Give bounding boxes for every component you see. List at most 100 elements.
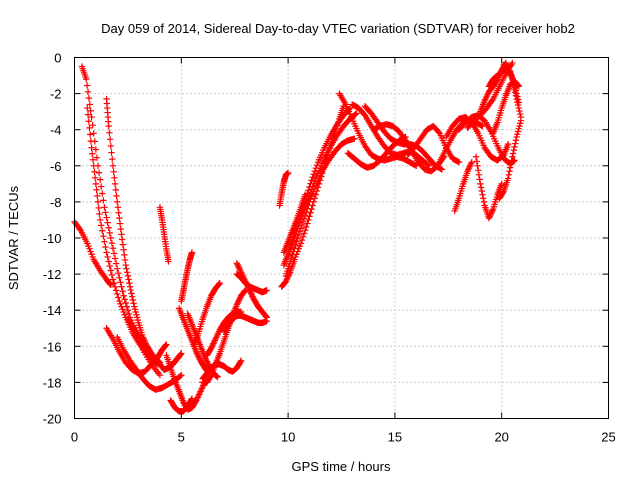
data-point-marker <box>119 236 126 243</box>
data-point-marker <box>195 354 203 361</box>
data-point-marker <box>207 373 214 380</box>
data-point-marker <box>130 300 137 307</box>
data-point-marker <box>212 372 220 379</box>
data-point-marker <box>193 350 201 357</box>
data-point-marker <box>234 261 241 268</box>
data-point-marker <box>514 98 521 106</box>
data-point-marker <box>86 131 94 138</box>
data-point-marker <box>237 358 244 366</box>
data-point-marker <box>487 210 495 217</box>
data-point-marker <box>290 237 297 244</box>
data-point-marker <box>113 192 120 200</box>
data-point-marker <box>215 329 222 337</box>
data-point-marker <box>236 295 243 302</box>
data-point-marker <box>438 166 446 173</box>
data-point-marker <box>89 156 97 163</box>
data-point-marker <box>237 267 244 274</box>
data-point-marker <box>188 395 196 402</box>
data-point-marker <box>488 97 496 104</box>
x-tick-label: 0 <box>71 430 78 445</box>
data-point-marker <box>247 290 255 297</box>
y-tick-label: 0 <box>54 51 61 66</box>
y-axis-label: SDTVAR / TECUs <box>6 185 21 290</box>
data-point-marker <box>482 94 490 102</box>
data-point-marker <box>101 204 108 211</box>
data-point-marker <box>112 260 120 267</box>
data-point-marker <box>194 394 201 401</box>
series-track-07 <box>124 316 185 373</box>
data-point-marker <box>292 241 299 249</box>
data-point-marker <box>203 356 210 364</box>
data-point-marker <box>510 82 518 89</box>
data-point-marker <box>435 128 442 136</box>
data-point-marker <box>424 161 432 169</box>
data-point-marker <box>303 223 310 231</box>
data-point-marker <box>235 263 242 270</box>
data-point-marker <box>111 255 119 262</box>
data-point-marker <box>307 209 314 216</box>
data-point-marker <box>464 168 471 175</box>
data-point-marker <box>106 229 113 237</box>
data-point-marker <box>95 169 103 176</box>
data-point-marker <box>91 168 98 176</box>
data-point-marker <box>111 180 119 188</box>
data-point-marker <box>117 225 124 233</box>
data-point-marker <box>104 219 111 226</box>
data-point-marker <box>508 157 515 164</box>
data-point-marker <box>245 284 252 291</box>
data-point-marker <box>514 101 522 109</box>
data-point-marker <box>283 276 290 284</box>
data-point-marker <box>249 293 256 300</box>
data-point-marker <box>509 79 517 86</box>
data-point-marker <box>308 205 315 213</box>
data-point-marker <box>194 351 201 358</box>
data-point-marker <box>478 122 485 129</box>
data-point-marker <box>108 239 116 247</box>
data-point-marker <box>465 166 472 173</box>
data-point-marker <box>204 359 211 367</box>
data-point-marker <box>297 225 305 232</box>
series-track-36 <box>455 112 518 168</box>
data-point-marker <box>297 240 305 247</box>
data-point-marker <box>125 310 133 318</box>
data-point-marker <box>193 397 200 404</box>
x-axis-label: GPS time / hours <box>292 459 391 474</box>
data-point-marker <box>213 332 221 340</box>
series-track-01 <box>71 218 115 289</box>
data-point-marker <box>313 161 321 169</box>
data-point-marker <box>121 296 128 303</box>
data-point-marker <box>235 264 243 271</box>
series-track-35 <box>451 158 475 215</box>
data-point-marker <box>498 180 505 188</box>
data-point-marker <box>402 133 409 141</box>
data-point-marker <box>93 154 101 161</box>
data-point-marker <box>306 213 313 220</box>
data-point-marker <box>411 161 419 169</box>
data-point-marker <box>107 234 115 242</box>
data-point-marker <box>104 253 111 261</box>
data-point-marker <box>110 279 118 287</box>
x-tick-label: 10 <box>281 430 295 445</box>
data-point-marker <box>512 89 519 96</box>
data-point-marker <box>509 75 516 83</box>
data-point-marker <box>109 155 116 163</box>
data-point-marker <box>517 110 524 118</box>
data-point-marker <box>109 276 117 283</box>
series-track-24 <box>282 135 358 280</box>
data-point-marker <box>101 238 108 245</box>
data-point-marker <box>467 161 474 169</box>
data-point-marker <box>506 168 513 175</box>
data-point-marker <box>96 210 103 218</box>
data-point-marker <box>298 236 306 244</box>
data-point-marker <box>84 104 91 112</box>
data-point-marker <box>114 198 121 206</box>
data-point-marker <box>121 251 128 259</box>
data-point-marker <box>513 95 520 103</box>
x-tick-label: 20 <box>494 430 508 445</box>
data-point-marker <box>96 176 104 183</box>
data-point-marker <box>312 191 320 198</box>
series-track-26 <box>280 191 309 256</box>
data-point-marker <box>263 287 270 294</box>
data-point-marker <box>311 168 318 175</box>
data-point-marker <box>124 307 132 314</box>
